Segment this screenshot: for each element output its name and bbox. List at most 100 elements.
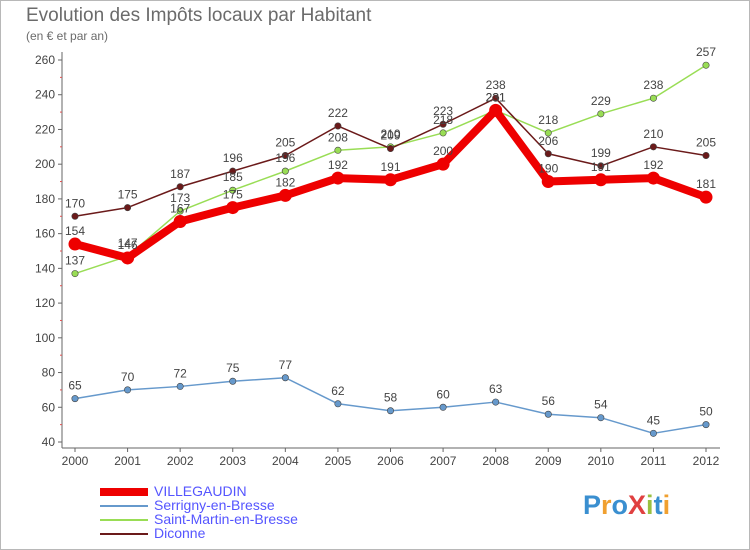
data-label: 167 (170, 201, 190, 215)
y-tick-label: 160 (35, 227, 55, 241)
data-point (492, 398, 500, 406)
data-label: 60 (436, 387, 450, 401)
data-point (176, 183, 184, 191)
data-point (229, 167, 237, 175)
data-label: 196 (223, 151, 243, 165)
data-point (331, 171, 345, 185)
data-label: 62 (331, 384, 345, 398)
data-point (68, 237, 82, 251)
data-label: 65 (68, 379, 82, 393)
data-label: 63 (489, 382, 503, 396)
data-point (229, 186, 237, 194)
data-label: 238 (643, 78, 663, 92)
data-label: 238 (486, 78, 506, 92)
data-point (702, 152, 710, 160)
data-label: 181 (696, 177, 716, 191)
data-label: 58 (384, 391, 398, 405)
legend-swatch (100, 505, 148, 507)
data-point (702, 61, 710, 69)
data-label: 72 (173, 366, 187, 380)
data-label: 218 (538, 113, 558, 127)
data-point (544, 129, 552, 137)
data-point (334, 400, 342, 408)
data-point (699, 190, 713, 204)
data-label: 147 (118, 236, 138, 250)
data-label: 229 (591, 94, 611, 108)
legend-label: Saint-Martin-en-Bresse (154, 511, 298, 527)
data-label: 196 (275, 151, 295, 165)
data-point (439, 120, 447, 128)
legend-label: Diconne (154, 525, 206, 541)
data-label: 192 (643, 158, 663, 172)
x-tick-label: 2012 (693, 454, 720, 468)
data-point (281, 152, 289, 160)
data-label: 200 (433, 144, 453, 158)
x-tick-label: 2010 (587, 454, 614, 468)
data-point (436, 157, 450, 171)
y-tick-label: 140 (35, 261, 55, 275)
data-point (597, 414, 605, 422)
data-point (649, 94, 657, 102)
data-label: 191 (380, 160, 400, 174)
data-label: 146 (118, 238, 138, 252)
data-point (597, 110, 605, 118)
data-point (492, 94, 500, 102)
chart-title: Evolution des Impôts locaux par Habitant (26, 5, 372, 26)
data-label: 231 (486, 90, 506, 104)
data-point (124, 386, 132, 394)
data-point (334, 146, 342, 154)
data-point (176, 382, 184, 390)
proxiti-logo: ProXiti (583, 490, 671, 520)
y-tick-label: 80 (42, 366, 56, 380)
data-point (71, 395, 79, 403)
x-tick-label: 2003 (219, 454, 246, 468)
legend-label: VILLEGAUDIN (154, 483, 247, 499)
data-point (71, 212, 79, 220)
y-tick-label: 220 (35, 122, 55, 136)
legend-swatch (100, 533, 148, 535)
data-point (439, 403, 447, 411)
data-point (386, 145, 394, 153)
x-tick-label: 2002 (167, 454, 194, 468)
data-label: 175 (118, 188, 138, 202)
data-point (229, 377, 237, 385)
data-label: 70 (121, 370, 135, 384)
data-label: 191 (591, 160, 611, 174)
data-point (281, 167, 289, 175)
data-label: 209 (380, 129, 400, 143)
y-tick-label: 180 (35, 192, 55, 206)
data-label: 154 (65, 224, 85, 238)
data-label: 170 (65, 196, 85, 210)
data-point (646, 171, 660, 185)
data-label: 75 (226, 361, 240, 375)
series-line-Serrigny-en-Bresse (74, 377, 707, 435)
legend-swatch (100, 488, 148, 496)
data-point (173, 214, 187, 228)
data-label: 56 (542, 394, 556, 408)
x-tick-label: 2000 (62, 454, 89, 468)
data-point (544, 150, 552, 158)
data-point (176, 207, 184, 215)
data-label: 192 (328, 158, 348, 172)
data-label: 187 (170, 167, 190, 181)
data-label: 173 (170, 191, 190, 205)
data-label: 218 (433, 113, 453, 127)
data-point (544, 410, 552, 418)
chart-subtitle: (en € et par an) (26, 29, 109, 43)
data-point (649, 429, 657, 437)
legend-label: Serrigny-en-Bresse (154, 497, 275, 513)
data-label: 257 (696, 45, 716, 59)
x-tick-label: 2006 (377, 454, 404, 468)
data-point (281, 374, 289, 382)
data-point (226, 201, 240, 215)
data-label: 210 (643, 127, 663, 141)
data-point (278, 188, 292, 202)
data-label: 182 (275, 175, 295, 189)
data-point (489, 103, 503, 117)
data-point (334, 122, 342, 130)
data-label: 208 (328, 130, 348, 144)
data-label: 222 (328, 106, 348, 120)
data-point (649, 143, 657, 151)
